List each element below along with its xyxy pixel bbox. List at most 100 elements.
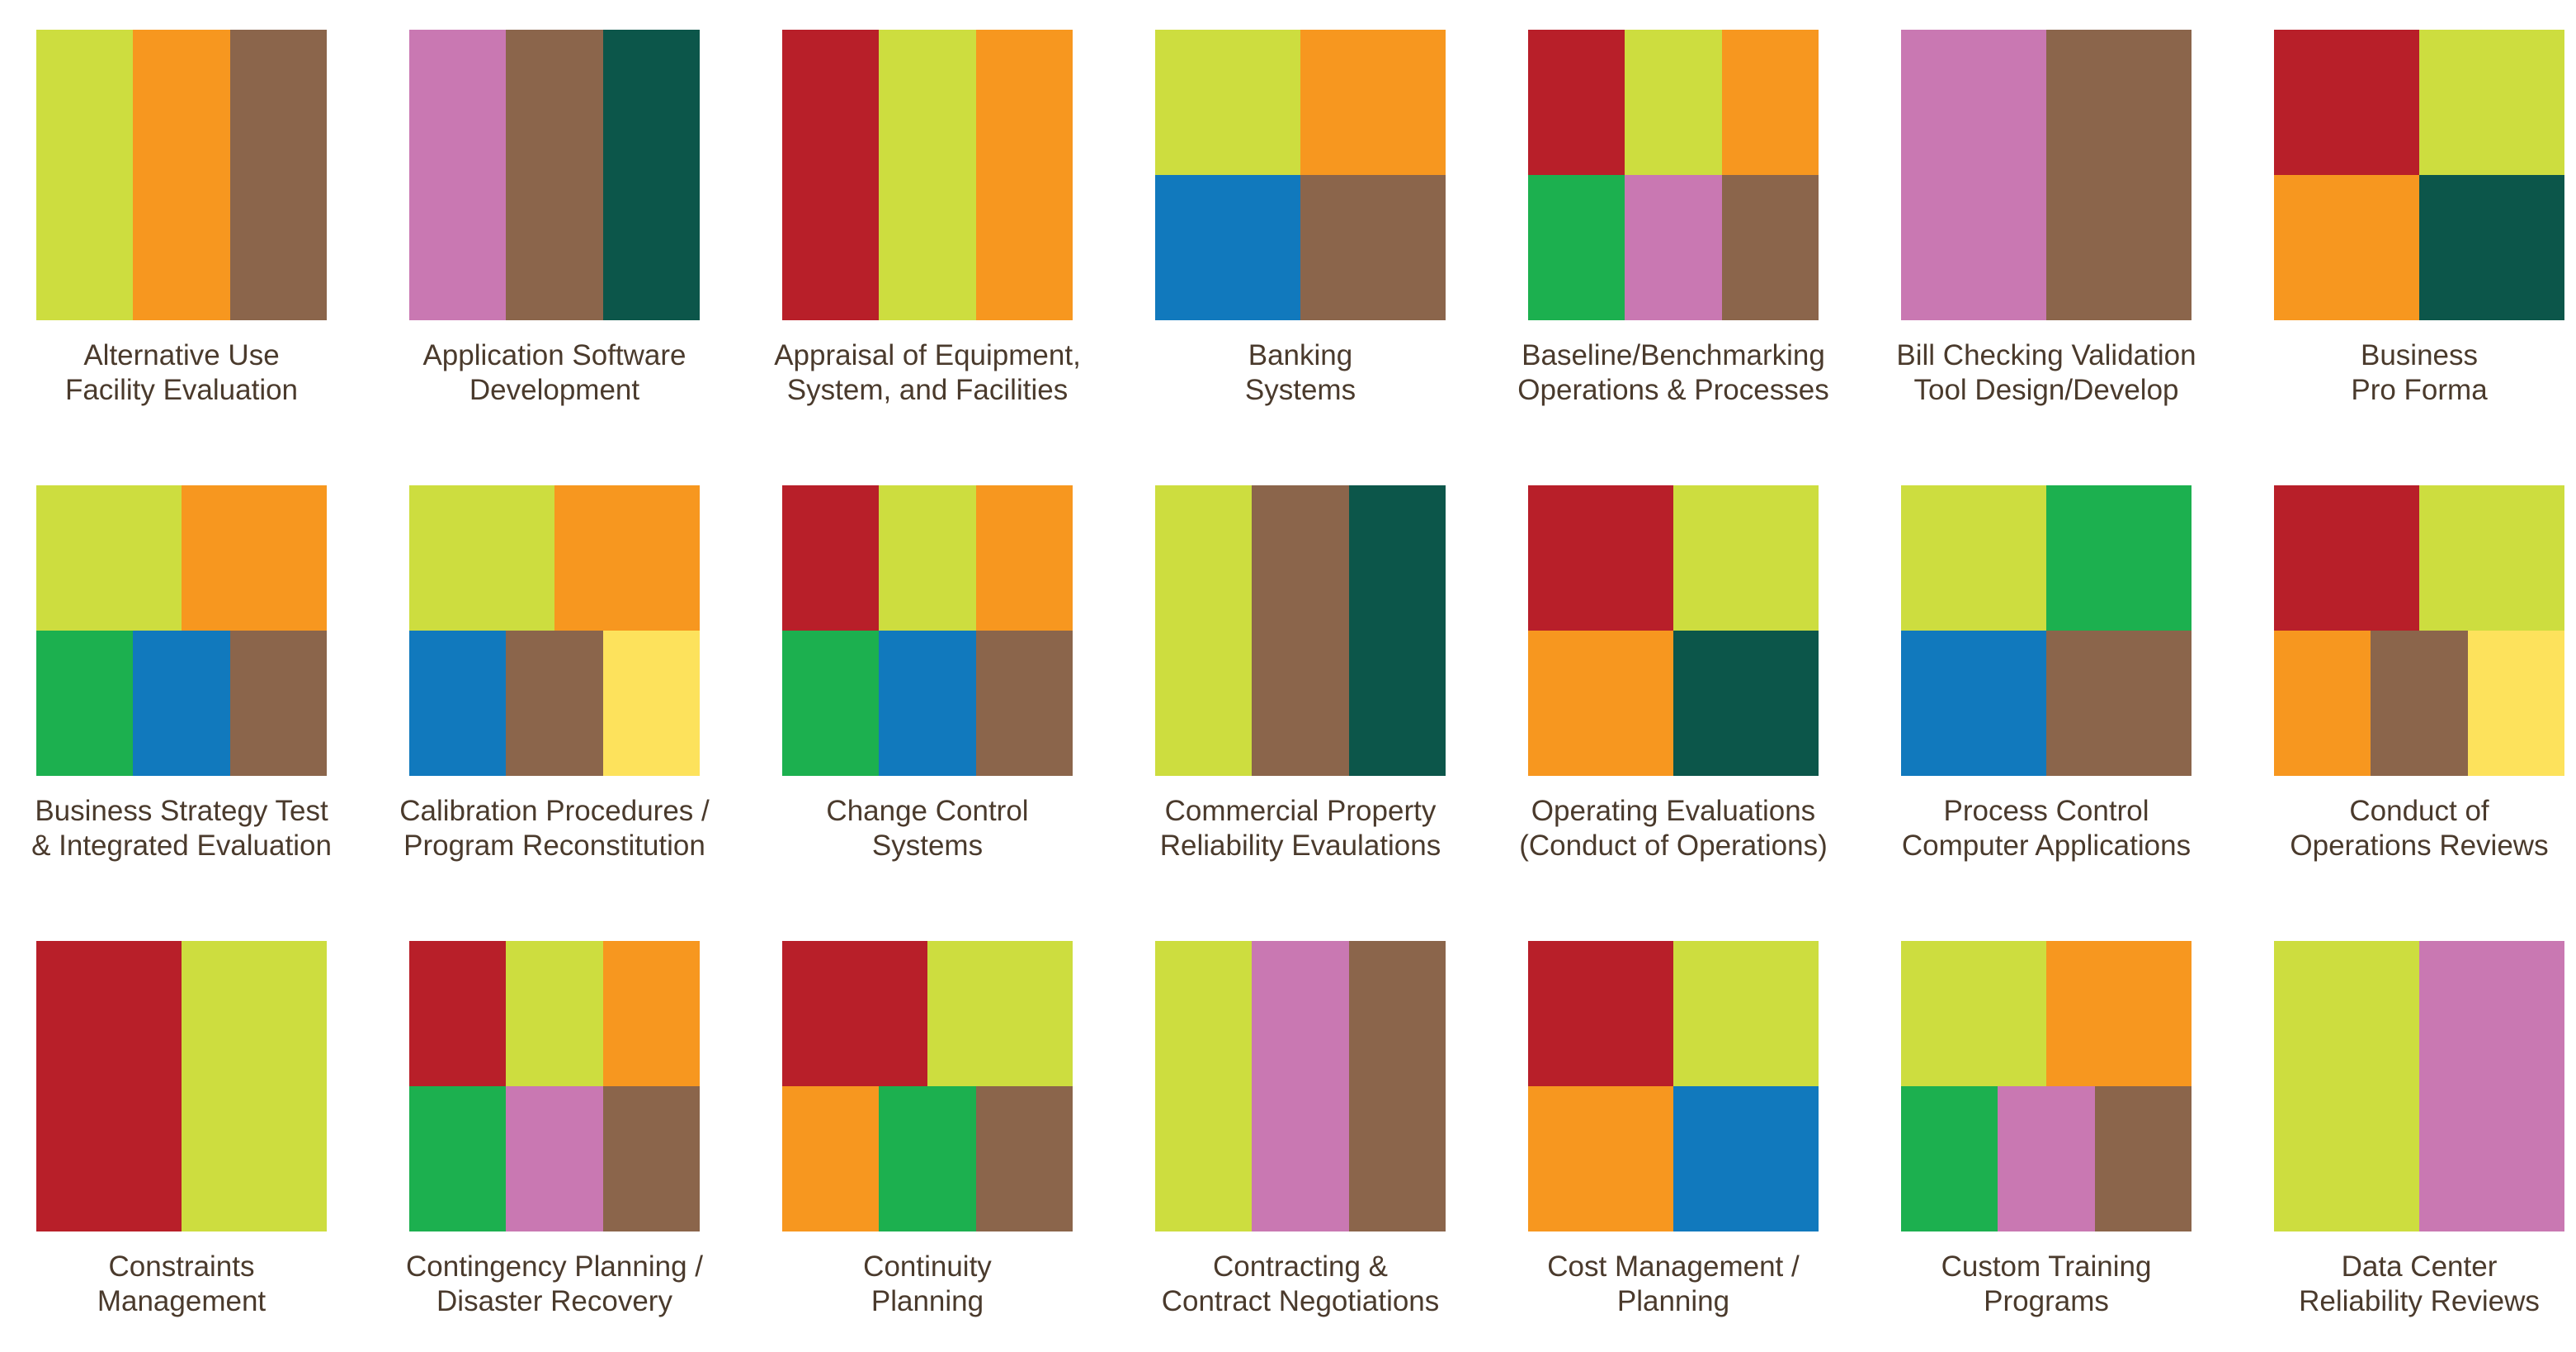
color-block-lime [1155, 941, 1253, 1231]
color-swatch [1528, 941, 1819, 1231]
color-block-brown [975, 631, 1073, 776]
color-block-red [2274, 485, 2419, 631]
caption-line-2: Planning [870, 1285, 984, 1317]
caption-line-1: Data Center [2341, 1250, 2498, 1283]
color-block-lime [409, 485, 554, 631]
caption-line-2: Reliability Evaulations [1159, 830, 1441, 862]
swatch-row [2274, 631, 2564, 776]
color-block-lime [2274, 941, 2419, 1231]
tile-caption: Data Center Reliability Reviews [2238, 1250, 2576, 1319]
caption-line-1: Constraints [108, 1250, 255, 1283]
color-block-yellow [2467, 631, 2564, 776]
caption-line-2: Computer Applications [1901, 830, 2191, 862]
caption-line-2: Operations & Processes [1517, 374, 1829, 406]
color-swatch [2274, 485, 2564, 776]
tile-caption: Contingency Planning / Disaster Recovery [373, 1250, 736, 1319]
color-block-pink [2419, 941, 2564, 1231]
swatch-row [1528, 30, 1819, 175]
swatch-row [1155, 175, 1446, 320]
swatch-row [782, 941, 1073, 1086]
caption-line-1: Business [2360, 339, 2479, 371]
color-block-orange [1528, 1086, 1673, 1231]
color-block-brown [1300, 175, 1446, 320]
caption-line-2: Operations Reviews [2290, 830, 2549, 862]
swatch-row [782, 631, 1073, 776]
tile-caption: Process Control Computer Applications [1865, 794, 2228, 863]
color-block-blue [1155, 175, 1300, 320]
swatch-row [409, 631, 700, 776]
color-block-lime [1673, 485, 1819, 631]
swatch-row [409, 1086, 700, 1231]
caption-line-2: Planning [1616, 1285, 1730, 1317]
color-swatch [1901, 941, 2191, 1231]
color-block-red [782, 485, 880, 631]
tile-caption: Commercial Property Reliability Evaulatio… [1119, 794, 1482, 863]
swatch-row [1528, 175, 1819, 320]
color-block-green [2046, 485, 2191, 631]
color-block-lime [1901, 941, 2046, 1086]
color-block-teal [2419, 175, 2564, 320]
caption-line-1: Change Control [826, 795, 1029, 827]
color-block-pink [409, 30, 507, 320]
swatch-row [1155, 941, 1446, 1231]
tile-caption: Baseline/Benchmarking Operations & Proces… [1492, 338, 1855, 408]
swatch-row [2274, 175, 2564, 320]
caption-line-1: Baseline/Benchmarking [1522, 339, 1825, 371]
swatch-row [2274, 30, 2564, 175]
color-block-green [1528, 175, 1625, 320]
tile-caption: Calibration Procedures / Program Reconsti… [373, 794, 736, 863]
color-block-lime [879, 485, 976, 631]
color-swatch [1155, 30, 1446, 320]
caption-line-1: Bill Checking Validation [1896, 339, 2196, 371]
swatch-row [2274, 941, 2564, 1231]
color-block-blue [879, 631, 976, 776]
tile-caption: Bill Checking Validation Tool Design/Deve… [1865, 338, 2228, 408]
color-block-brown [2046, 30, 2191, 320]
color-block-orange [182, 485, 327, 631]
color-block-lime [879, 30, 976, 320]
caption-line-1: Contracting & [1212, 1250, 1389, 1283]
tile-caption: Banking Systems [1119, 338, 1482, 408]
caption-line-1: Commercial Property [1164, 795, 1437, 827]
color-block-brown [506, 631, 603, 776]
color-block-red [1528, 941, 1673, 1086]
color-block-teal [602, 30, 700, 320]
caption-line-2: Reliability Reviews [2299, 1285, 2540, 1317]
caption-line-1: Contingency Planning / [406, 1250, 703, 1283]
color-swatch [1528, 485, 1819, 776]
swatch-row [1155, 30, 1446, 175]
color-block-orange [554, 485, 700, 631]
color-block-orange [782, 1086, 880, 1231]
color-block-lime [2419, 30, 2564, 175]
caption-line-2: & Integrated Evaluation [31, 830, 332, 862]
color-block-lime [1625, 30, 1722, 175]
color-swatch [2274, 30, 2564, 320]
caption-line-1: Application Software [422, 339, 686, 371]
caption-line-1: Process Control [1943, 795, 2149, 827]
swatch-row [1155, 485, 1446, 776]
color-block-pink [1625, 175, 1722, 320]
color-block-brown [229, 30, 327, 320]
swatch-row [1528, 941, 1819, 1086]
color-block-orange [2274, 631, 2371, 776]
color-block-green [409, 1086, 507, 1231]
tile-caption: Operating Evaluations (Conduct of Operati… [1492, 794, 1855, 863]
color-block-orange [2274, 175, 2419, 320]
caption-line-2: Systems [1244, 374, 1356, 406]
caption-line-1: Banking [1248, 339, 1353, 371]
caption-line-1: Conduct of [2349, 795, 2489, 827]
color-block-teal [1673, 631, 1819, 776]
tile-caption: Application Software Development [373, 338, 736, 408]
swatch-row [409, 941, 700, 1086]
swatch-row [782, 485, 1073, 631]
color-block-lime [36, 485, 182, 631]
color-swatch [2274, 941, 2564, 1231]
color-block-red [782, 941, 927, 1086]
tile-caption: Change Control Systems [746, 794, 1109, 863]
color-block-brown [2094, 1086, 2191, 1231]
caption-line-2: Development [469, 374, 640, 406]
swatch-row [1901, 941, 2191, 1086]
color-block-pink [1901, 30, 2046, 320]
swatch-row [1528, 1086, 1819, 1231]
